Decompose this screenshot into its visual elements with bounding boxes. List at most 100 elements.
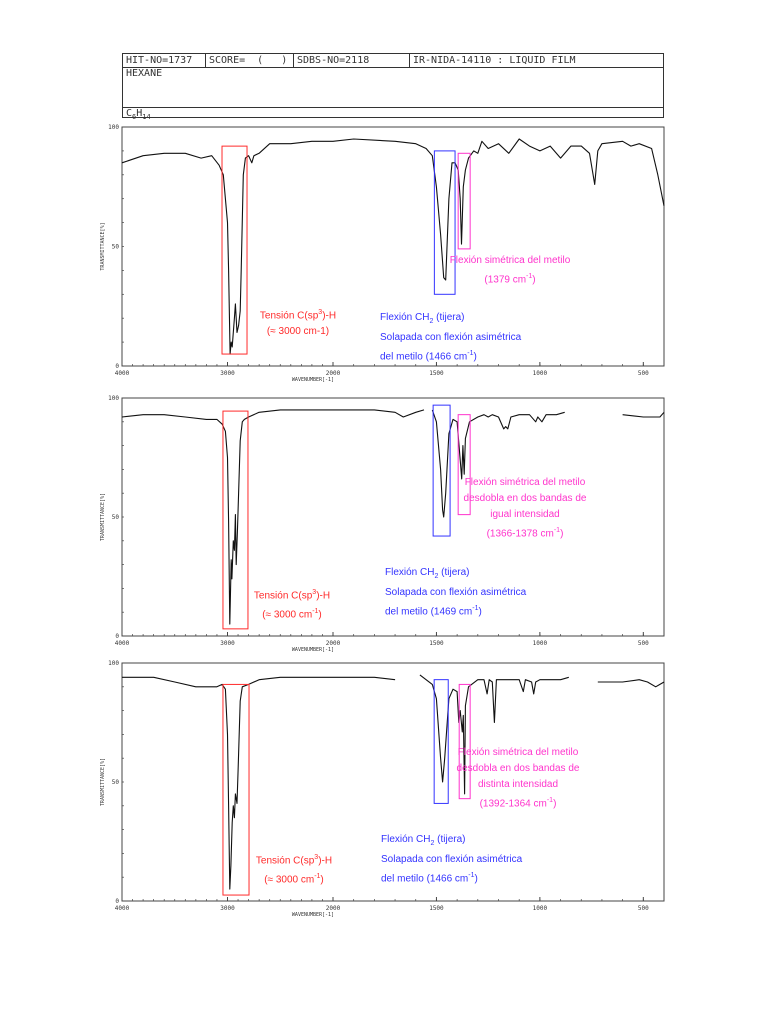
annotation-line: Solapada con flexión asimétrica [385, 585, 526, 601]
y-tick-label: 0 [115, 363, 119, 370]
annotation-line: (1366-1378 cm-1) [464, 523, 587, 542]
annotation-text: 2 [434, 573, 439, 580]
annotation-text: 3 [312, 589, 317, 596]
annotation-text: -1 [312, 608, 319, 616]
y-tick-label: 100 [108, 395, 119, 402]
annotation-text: Solapada con flexión asimétrica [381, 854, 523, 865]
annotation-text: ) [560, 528, 564, 540]
formula-h-count: 14 [142, 113, 151, 121]
annotation-text: -1 [468, 872, 475, 879]
stretch-ch-highlight-box [222, 410, 249, 630]
methyl-bend-annotation: Flexión simétrica del metilo desdobla en … [457, 745, 580, 812]
ch2-bend-highlight-box [433, 679, 449, 804]
annotation-text: Flexión CH [380, 312, 430, 323]
annotation-line: del metilo (1466 cm-1) [380, 346, 521, 365]
annotation-text: del metilo (1469 cm [385, 606, 473, 618]
annotation-text: (1392-1364 cm [479, 798, 547, 810]
annotation-text: ) [553, 798, 557, 810]
methyl-bend-highlight-box [458, 683, 471, 800]
annotation-text: )-H [322, 310, 337, 322]
x-axis-label: WAVENUMBER[-1] [292, 647, 334, 653]
annotation-line: Tensión C(sp3)-H [254, 585, 330, 604]
ch2-bend-annotation: Flexión CH2 (tijera) Solapada con flexión… [381, 832, 522, 887]
annotation-text: ) [318, 609, 322, 621]
annotation-text: Flexión CH [385, 567, 435, 578]
annotation-text: ) [474, 873, 478, 885]
x-tick-label: 1000 [533, 370, 548, 377]
stretch-ch-annotation: Tensión C(sp3)-H (≈ 3000 cm-1) [254, 585, 330, 624]
annotation-text: del metilo (1466 cm [381, 873, 469, 885]
y-tick-label: 100 [108, 660, 119, 667]
x-tick-label: 2000 [326, 370, 341, 377]
x-tick-label: 4000 [115, 640, 130, 647]
molecular-formula: C6H14 [123, 108, 663, 123]
x-tick-label: 1000 [533, 905, 548, 912]
annotation-text: )-H [316, 590, 331, 602]
x-tick-label: 1500 [429, 640, 444, 647]
ch2-bend-annotation: Flexión CH2 (tijera) Solapada con flexión… [380, 310, 521, 365]
x-tick-label: 500 [638, 370, 649, 377]
annotation-text: ) [473, 351, 477, 363]
annotation-line: del metilo (1469 cm-1) [385, 601, 526, 620]
annotation-text: (tijera) [433, 312, 465, 323]
ch2-bend-highlight-box [432, 404, 451, 537]
x-tick-label: 1500 [429, 370, 444, 377]
methyl-bend-annotation: Flexión simétrica del metilo (1379 cm-1) [450, 253, 571, 288]
y-tick-label: 50 [112, 244, 120, 251]
spectrum-chart-1: 4000 3000 2000 1500 1000 500 0 50 100 WAVENUMBER[… [100, 124, 665, 383]
annotation-text: Flexión simétrica del metilo [449, 255, 571, 266]
stretch-ch-highlight-box [221, 145, 248, 355]
annotation-line: Flexión CH2 (tijera) [380, 310, 521, 330]
annotation-text: -1 [553, 527, 561, 534]
y-axis-label: TRANSMITTANCE[%] [100, 758, 106, 806]
stretch-ch-annotation: Tensión C(sp3)-H (≈ 3000 cm-1) [260, 305, 336, 340]
y-tick-label: 0 [115, 898, 119, 905]
hit-number: HIT-NO=1737 [123, 54, 206, 67]
y-axis-label: TRANSMITTANCE[%] [100, 493, 106, 541]
annotation-line: Tensión C(sp3)-H [260, 305, 336, 324]
spectrum-line [121, 409, 665, 625]
annotation-text: )-H [318, 855, 333, 867]
annotation-line: Flexión simétrica del metilo [450, 253, 571, 269]
annotation-text: Tensión C(sp [259, 310, 319, 322]
ir-method: IR-NIDA-14110 : LIQUID FILM [413, 55, 576, 66]
spectrum-chart-3: 4000 3000 2000 1500 1000 500 0 50 100 WAVENUMBER[… [100, 660, 665, 918]
y-tick-label: 50 [112, 514, 120, 521]
annotation-text: -1 [472, 605, 479, 612]
annotation-line: Tensión C(sp3)-H [256, 850, 332, 869]
stretch-ch-highlight-box [222, 683, 250, 896]
spectrum-header: HIT-NO=1737 SCORE= ( ) SDBS-NO=2118 IR-N… [122, 53, 664, 121]
annotation-line: desdobla en dos bandas de [457, 761, 580, 777]
annotation-line: (1392-1364 cm-1) [457, 793, 580, 812]
methyl-bend-annotation: Flexión simétrica del metilo desdobla en … [464, 475, 587, 542]
annotation-text: (1379 cm [484, 274, 527, 286]
annotation-text: -1 [314, 873, 321, 881]
x-tick-label: 3000 [220, 370, 235, 377]
annotation-text: -1 [467, 350, 474, 357]
annotation-text: distinta intensidad [477, 779, 559, 790]
annotation-text: 2 [430, 840, 435, 847]
x-axis-label: WAVENUMBER[-1] [292, 377, 334, 383]
annotation-line: (≈ 3000 cm-1) [260, 324, 336, 340]
annotation-text: Tensión C(sp [253, 590, 313, 602]
methyl-bend-highlight-box [457, 414, 471, 516]
annotation-text: Flexión simétrica del metilo [464, 477, 586, 488]
x-tick-label: 500 [638, 640, 649, 647]
annotation-line: distinta intensidad [457, 777, 580, 793]
annotation-text: ) [478, 606, 482, 618]
y-axis-label: TRANSMITTANCE[%] [100, 222, 106, 270]
annotation-text: Flexión CH [381, 834, 431, 845]
x-tick-label: 1000 [533, 640, 548, 647]
spectrum-chart-2: 4000 3000 2000 1500 1000 500 0 50 100 WAVENUMBER[… [100, 395, 665, 653]
annotation-text: 3 [318, 309, 323, 316]
x-tick-label: 2000 [326, 905, 341, 912]
formula-h: H [136, 108, 143, 119]
annotation-text: 3 [314, 854, 319, 861]
annotation-line: Flexión CH2 (tijera) [381, 832, 522, 852]
x-tick-label: 500 [638, 905, 649, 912]
spectrum-line [122, 674, 665, 890]
score: SCORE= ( ) [206, 54, 294, 67]
annotation-line: Flexión simétrica del metilo [464, 475, 587, 491]
annotation-text: 2 [429, 318, 434, 325]
y-tick-label: 50 [112, 779, 120, 786]
